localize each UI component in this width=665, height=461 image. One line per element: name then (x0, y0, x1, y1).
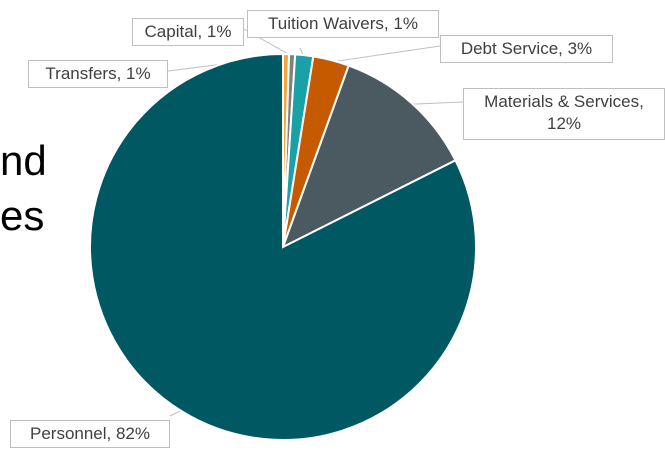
pie-slice-materials-services (281, 64, 457, 250)
leader-line-materials-services (409, 101, 464, 105)
data-label-capital: Capital, 1% (132, 18, 244, 46)
data-label-materials-services: Materials & Services, 12% (463, 88, 665, 140)
background-text-line-2: es (0, 192, 45, 239)
data-label-personnel: Personnel, 82% (10, 420, 170, 448)
data-label-tuition-waivers: Tuition Waivers, 1% (247, 10, 439, 38)
pie-slice-personnel (89, 52, 477, 441)
data-label-debt-service: Debt Service, 3% (440, 35, 613, 63)
background-text-line-1: nd (0, 137, 47, 184)
pie-slices (89, 52, 477, 441)
data-label-transfers: Transfers, 1% (28, 60, 168, 88)
leader-line-debt-service (330, 45, 441, 63)
